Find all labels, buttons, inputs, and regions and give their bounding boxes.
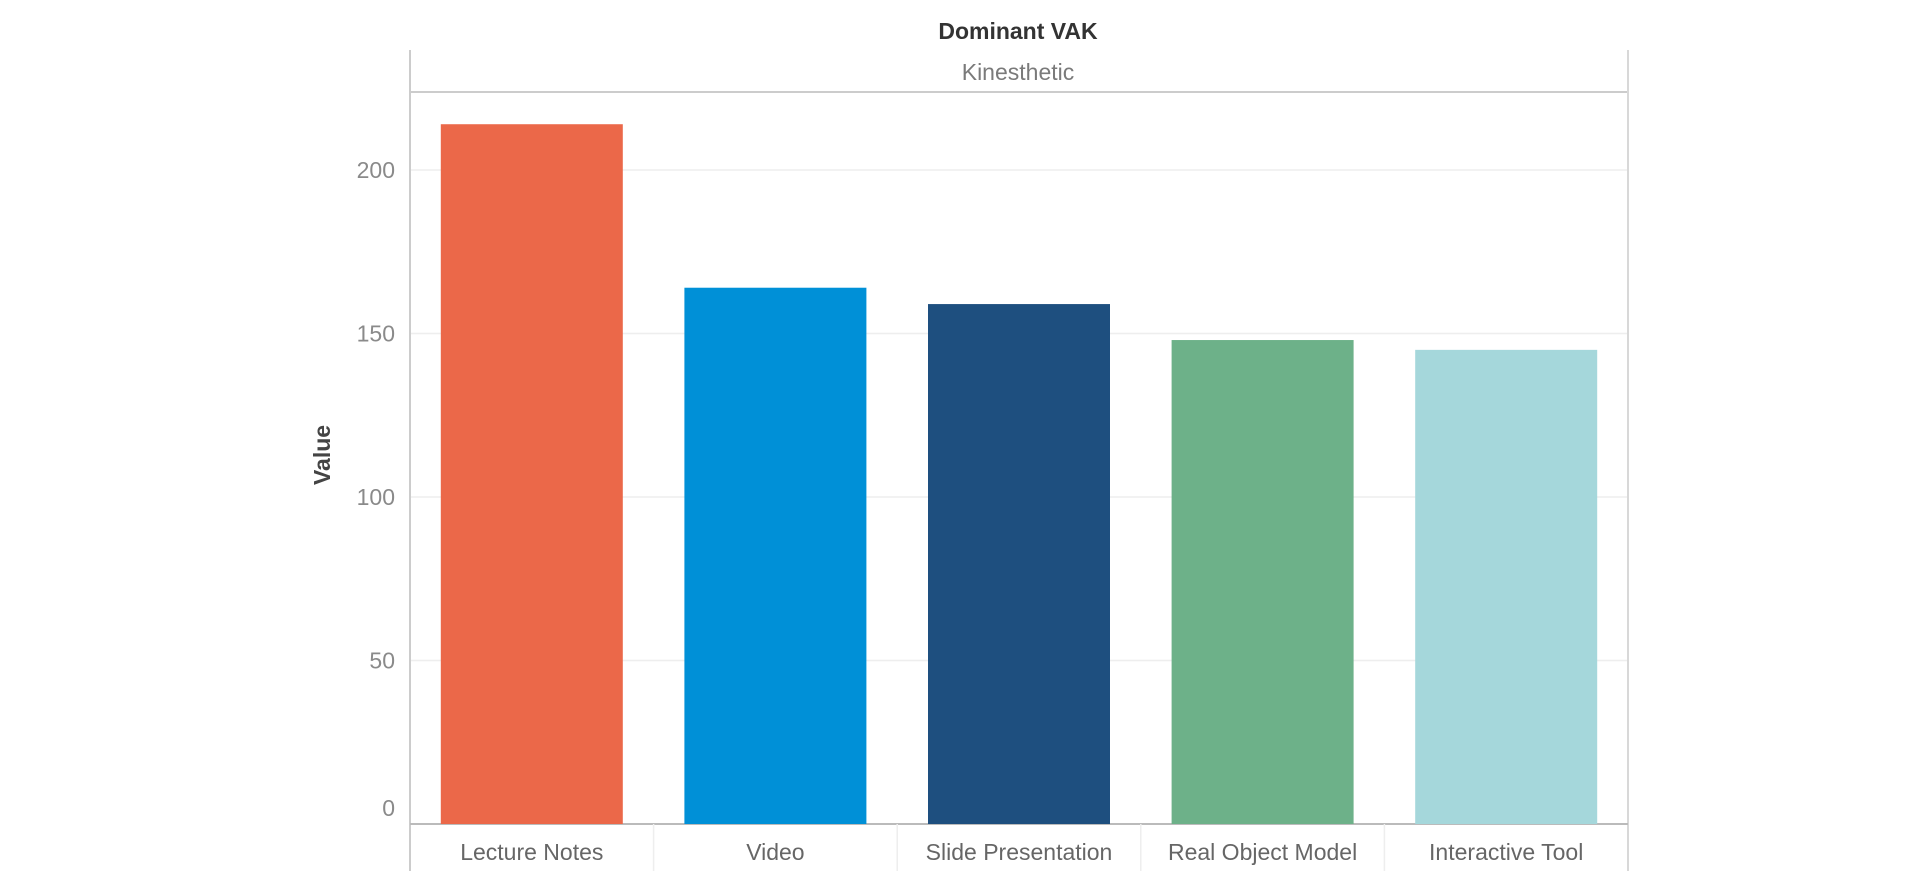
y-tick-label: 100 xyxy=(357,484,395,510)
x-category-label: Interactive Tool xyxy=(1429,839,1583,865)
bar[interactable] xyxy=(684,287,867,825)
bar[interactable] xyxy=(1171,340,1354,824)
x-category-label: Video xyxy=(746,839,804,865)
x-axis-categories: Lecture Notes Video Slide Presentation Real… xyxy=(460,824,1583,871)
x-category-label: Lecture Notes xyxy=(460,839,603,865)
bar[interactable] xyxy=(1415,349,1598,824)
y-tick-label: 200 xyxy=(357,157,395,183)
x-category-label: Slide Presentation xyxy=(926,839,1113,865)
y-axis-title: Value xyxy=(309,425,335,485)
y-tick-label: 150 xyxy=(357,321,395,347)
bar[interactable] xyxy=(928,304,1110,824)
y-tick-label: 50 xyxy=(369,648,395,674)
bar[interactable] xyxy=(440,124,623,825)
bars xyxy=(440,124,1598,825)
header-title: Dominant VAK xyxy=(938,18,1098,44)
panel-label: Kinesthetic xyxy=(962,59,1075,85)
x-category-label: Real Object Model xyxy=(1168,839,1357,865)
y-axis-ticks: 0 50 100 150 200 xyxy=(357,157,395,821)
y-tick-label: 0 xyxy=(382,795,395,821)
